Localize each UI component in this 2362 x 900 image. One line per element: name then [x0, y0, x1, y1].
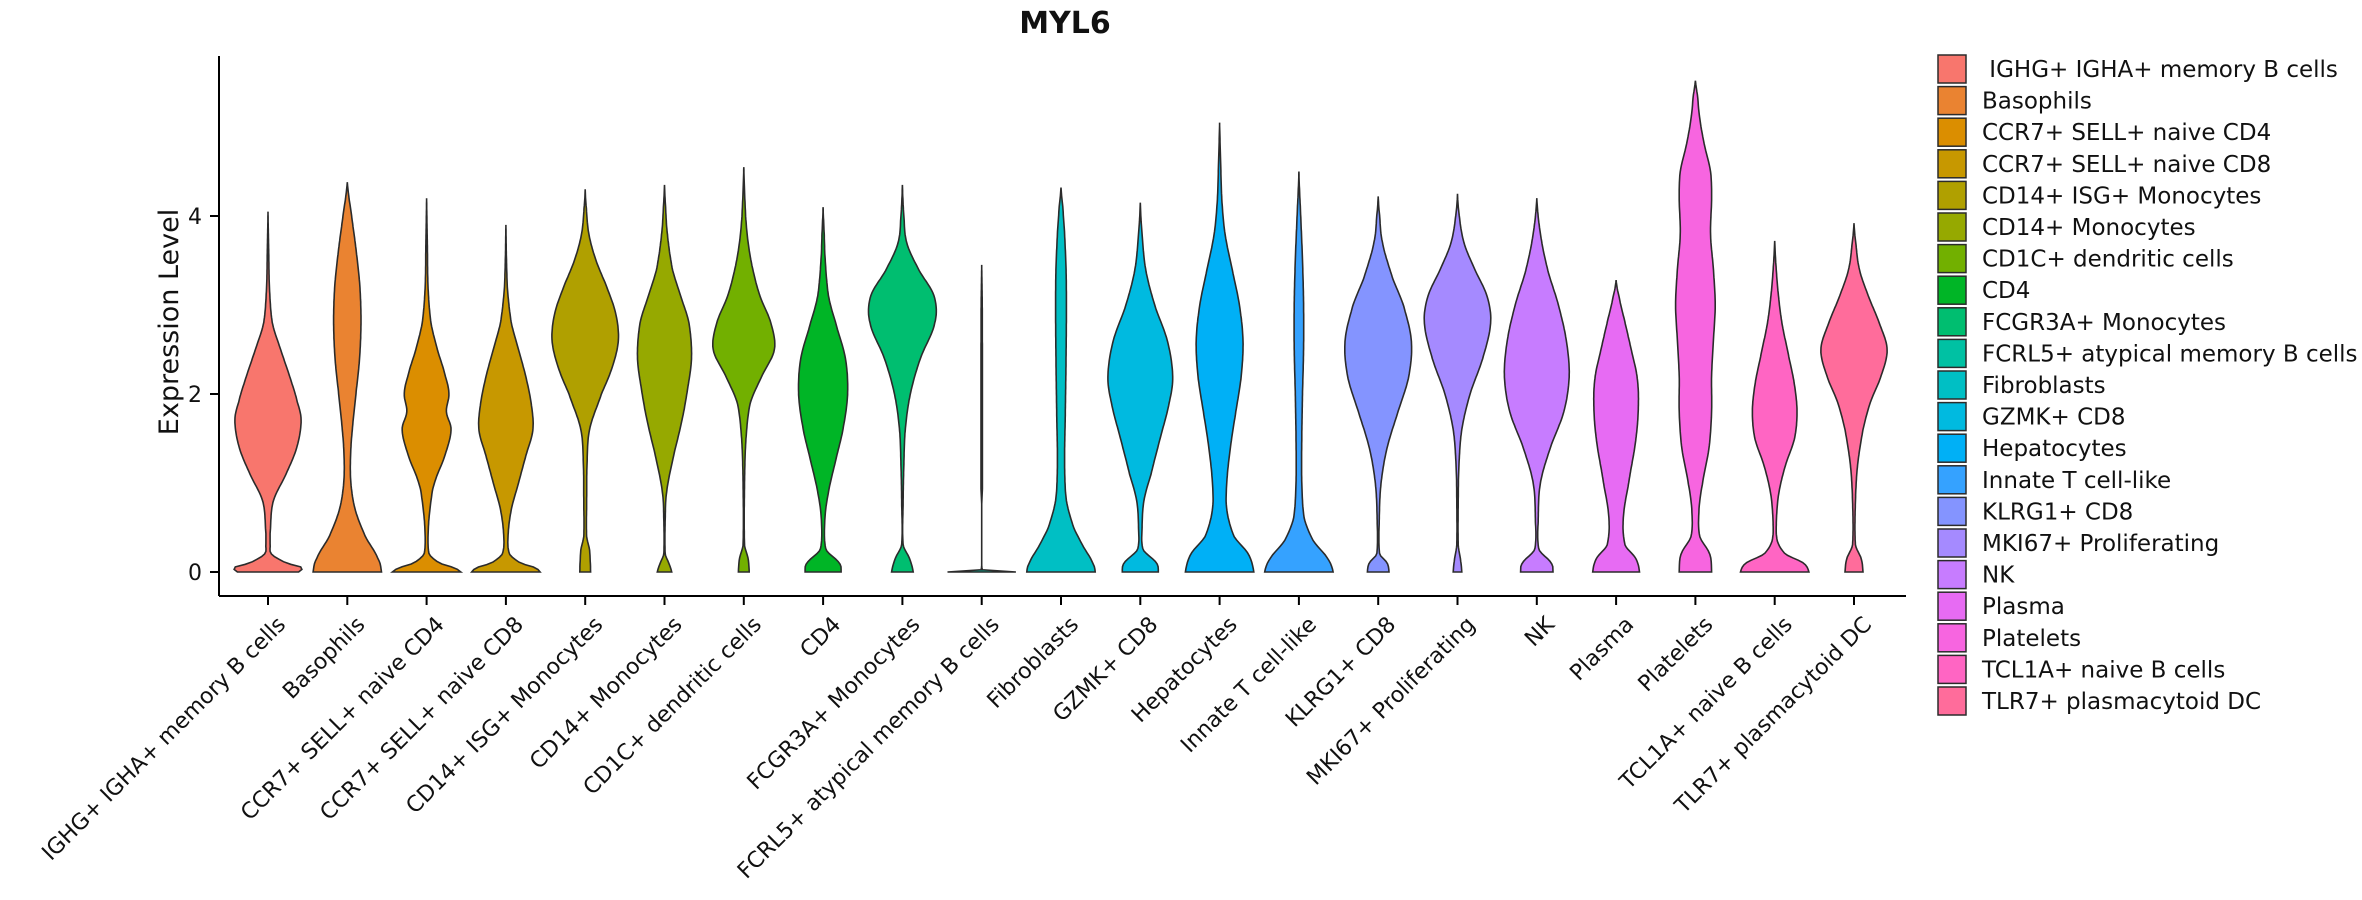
violin-16 [1423, 193, 1492, 573]
y-tick-label: 4 [188, 205, 202, 230]
legend-label: Basophils [1982, 89, 2092, 115]
violin-18 [1591, 280, 1641, 573]
legend-label: TLR7+ plasmacytoid DC [1981, 689, 2261, 715]
legend-label: TCL1A+ naive B cells [1981, 657, 2225, 683]
legend-label: Fibroblasts [1982, 373, 2106, 399]
legend-key-13 [1937, 433, 1967, 463]
legend-label: Innate T cell-like [1982, 468, 2171, 494]
violin-3 [390, 198, 464, 573]
violin-11 [1025, 187, 1097, 573]
legend-label: FCGR3A+ Monocytes [1982, 310, 2226, 336]
x-tick-label: CD4 [796, 612, 846, 662]
violins-group [233, 80, 1888, 573]
legend-label: CCR7+ SELL+ naive CD4 [1982, 120, 2271, 146]
legend-key-8 [1937, 275, 1967, 305]
violin-20 [1739, 240, 1810, 573]
violin-14 [1263, 171, 1335, 573]
legend-key-1 [1937, 54, 1967, 84]
legend-label: CD14+ ISG+ Monocytes [1982, 183, 2261, 209]
violin-13 [1184, 122, 1255, 573]
legend-key-6 [1937, 212, 1967, 242]
chart-title: MYL6 [1019, 6, 1111, 41]
x-tick-label: IGHG+ IGHA+ memory B cells [38, 612, 291, 865]
legend-key-19 [1937, 623, 1967, 653]
legend-key-18 [1937, 591, 1967, 621]
legend-key-20 [1937, 654, 1967, 685]
y-tick-label: 2 [188, 383, 202, 408]
legend-label: CD4 [1982, 278, 2030, 304]
legend-label: NK [1982, 563, 2015, 589]
violin-6 [636, 184, 693, 573]
legend-key-5 [1937, 180, 1967, 211]
violin-1 [233, 211, 303, 573]
violin-21 [1820, 223, 1888, 573]
legend: IGHG+ IGHA+ memory B cells Basophils CCR7+… [1937, 54, 2358, 716]
y-axis-title: Expression Level [154, 209, 185, 435]
legend-label: Hepatocytes [1982, 436, 2127, 462]
legend-label: CD1C+ dendritic cells [1982, 247, 2234, 273]
legend-key-3 [1937, 117, 1967, 147]
legend-key-17 [1937, 559, 1967, 590]
legend-key-7 [1937, 243, 1967, 274]
legend-key-16 [1937, 528, 1967, 558]
legend-key-12 [1937, 401, 1967, 432]
legend-label: Platelets [1982, 626, 2081, 652]
legend-label: KLRG1+ CD8 [1982, 499, 2133, 525]
y-tick-label: 0 [188, 561, 202, 586]
violin-7 [712, 167, 776, 573]
violin-8 [797, 207, 849, 573]
x-tick-label: Plasma [1565, 612, 1639, 686]
legend-key-11 [1937, 370, 1967, 400]
violin-15 [1344, 196, 1413, 573]
legend-key-10 [1937, 338, 1967, 369]
legend-label: Plasma [1982, 594, 2065, 620]
violin-17 [1503, 198, 1571, 573]
violin-19 [1674, 80, 1716, 573]
y-ticks-group: 0 2 4 [188, 205, 219, 586]
violin-2 [312, 182, 383, 573]
violin-9 [867, 184, 938, 573]
legend-label: IGHG+ IGHA+ memory B cells [1982, 57, 2338, 83]
legend-label: MKI67+ Proliferating [1982, 531, 2219, 557]
legend-label: GZMK+ CD8 [1982, 405, 2126, 431]
legend-label: FCRL5+ atypical memory B cells [1982, 341, 2358, 367]
legend-label: CCR7+ SELL+ naive CD8 [1982, 152, 2271, 178]
legend-key-15 [1937, 496, 1967, 527]
legend-key-4 [1937, 149, 1967, 179]
x-tick-label: Platelets [1634, 612, 1719, 697]
x-tick-label: CD14+ Monocytes [525, 612, 687, 774]
legend-key-9 [1937, 307, 1967, 337]
legend-key-2 [1937, 85, 1967, 116]
violin-4 [469, 224, 542, 573]
violin-10 [947, 264, 1016, 573]
legend-key-14 [1937, 465, 1967, 495]
x-ticks-group: IGHG+ IGHA+ memory B cellsBasophilsCCR7+… [38, 596, 1877, 884]
legend-label: CD14+ Monocytes [1982, 215, 2196, 241]
x-tick-label: Innate T cell-like [1176, 612, 1322, 758]
legend-key-21 [1937, 686, 1967, 716]
violin-5 [551, 189, 620, 573]
x-tick-label: NK [1520, 612, 1560, 652]
violin-12 [1107, 202, 1174, 573]
